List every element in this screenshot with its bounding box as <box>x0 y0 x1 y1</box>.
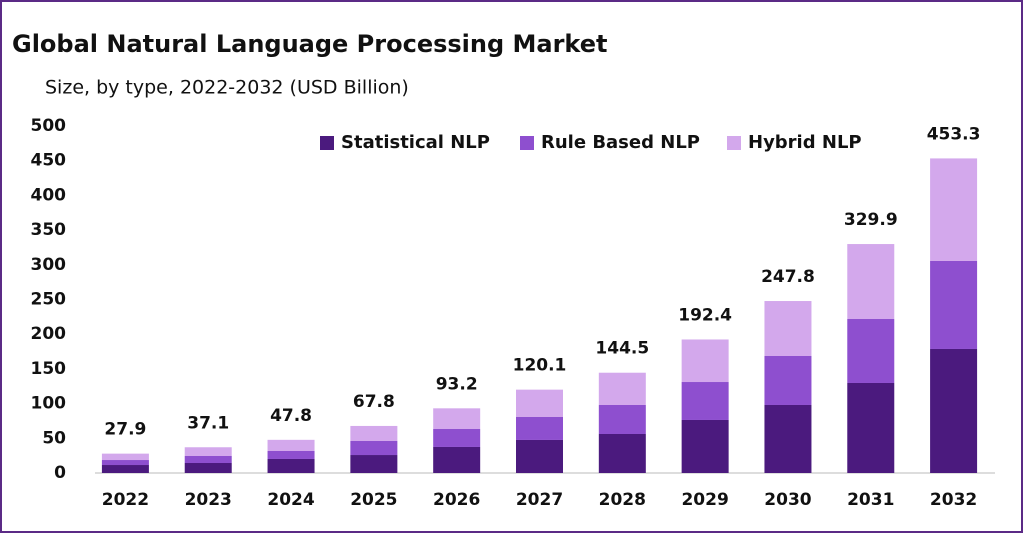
bar-segment <box>681 419 729 473</box>
total-label: 329.9 <box>844 210 898 230</box>
total-label: 247.8 <box>761 267 815 287</box>
bar-segment <box>847 319 895 383</box>
y-tick-label: 250 <box>31 290 67 310</box>
bar-segment <box>930 348 978 473</box>
y-tick-label: 100 <box>31 394 67 414</box>
total-label: 144.5 <box>595 339 649 359</box>
legend-label: Rule Based NLP <box>541 132 700 153</box>
bar-segment <box>598 404 646 434</box>
x-tick-label: 2027 <box>516 490 563 510</box>
legend-swatch <box>520 136 534 150</box>
y-tick-label: 200 <box>31 324 67 344</box>
total-label: 192.4 <box>678 305 732 325</box>
bar-segment <box>847 382 895 473</box>
bar-segment <box>267 458 315 473</box>
bar-segment <box>516 439 563 473</box>
x-tick-label: 2024 <box>267 490 314 510</box>
bar-segment <box>847 244 895 320</box>
total-label: 67.8 <box>353 392 395 412</box>
x-tick-label: 2032 <box>930 490 977 510</box>
y-tick-label: 50 <box>42 428 66 448</box>
bar-segment <box>101 460 149 466</box>
bar-segment <box>681 382 729 420</box>
bar-segment <box>681 339 729 383</box>
bar-segment <box>764 355 812 405</box>
total-label: 37.1 <box>187 413 229 433</box>
bar-segment <box>101 453 149 461</box>
total-label: 120.1 <box>513 356 567 376</box>
bar-segment <box>433 446 481 473</box>
chart-subtitle: Size, by type, 2022-2032 (USD Billion) <box>45 77 409 99</box>
bar-segment <box>764 404 812 473</box>
legend-swatch <box>320 136 334 150</box>
x-tick-label: 2029 <box>681 490 728 510</box>
y-tick-label: 500 <box>31 116 67 136</box>
total-label: 453.3 <box>927 124 981 144</box>
x-tick-label: 2026 <box>433 490 480 510</box>
legend-swatch <box>727 136 741 150</box>
total-label: 27.9 <box>104 420 146 440</box>
bar-segment <box>101 465 149 473</box>
x-tick-label: 2022 <box>102 490 149 510</box>
bar-segment <box>433 429 481 447</box>
bar-segment <box>267 451 315 459</box>
total-label: 47.8 <box>270 406 312 426</box>
bar-segment <box>516 416 563 440</box>
legend-label: Statistical NLP <box>341 132 490 153</box>
y-tick-label: 150 <box>31 359 67 379</box>
x-tick-label: 2031 <box>847 490 894 510</box>
bar-segment <box>267 439 315 452</box>
bar-segment <box>930 260 978 349</box>
x-tick-label: 2023 <box>185 490 232 510</box>
bar-segment <box>350 425 398 442</box>
bar-segment <box>350 455 398 473</box>
y-tick-label: 400 <box>31 185 67 205</box>
x-tick-label: 2028 <box>599 490 646 510</box>
bar-segment <box>184 455 232 464</box>
y-tick-label: 350 <box>31 220 67 240</box>
y-tick-label: 300 <box>31 255 67 275</box>
x-tick-label: 2030 <box>764 490 811 510</box>
total-label: 93.2 <box>436 374 478 394</box>
bar-segment <box>598 372 646 405</box>
bar-segment <box>184 447 232 456</box>
bar-segment <box>930 158 978 261</box>
bar-segment <box>598 433 646 473</box>
y-tick-label: 450 <box>31 151 67 171</box>
bar-segment <box>433 408 481 430</box>
y-tick-label: 0 <box>54 463 66 483</box>
bar-segment <box>516 389 563 417</box>
legend-label: Hybrid NLP <box>748 132 862 153</box>
x-tick-label: 2025 <box>350 490 397 510</box>
bar-segment <box>350 441 398 456</box>
bar-segment <box>184 463 232 473</box>
bar-segment <box>764 301 812 356</box>
chart-title: Global Natural Language Processing Marke… <box>12 30 608 58</box>
